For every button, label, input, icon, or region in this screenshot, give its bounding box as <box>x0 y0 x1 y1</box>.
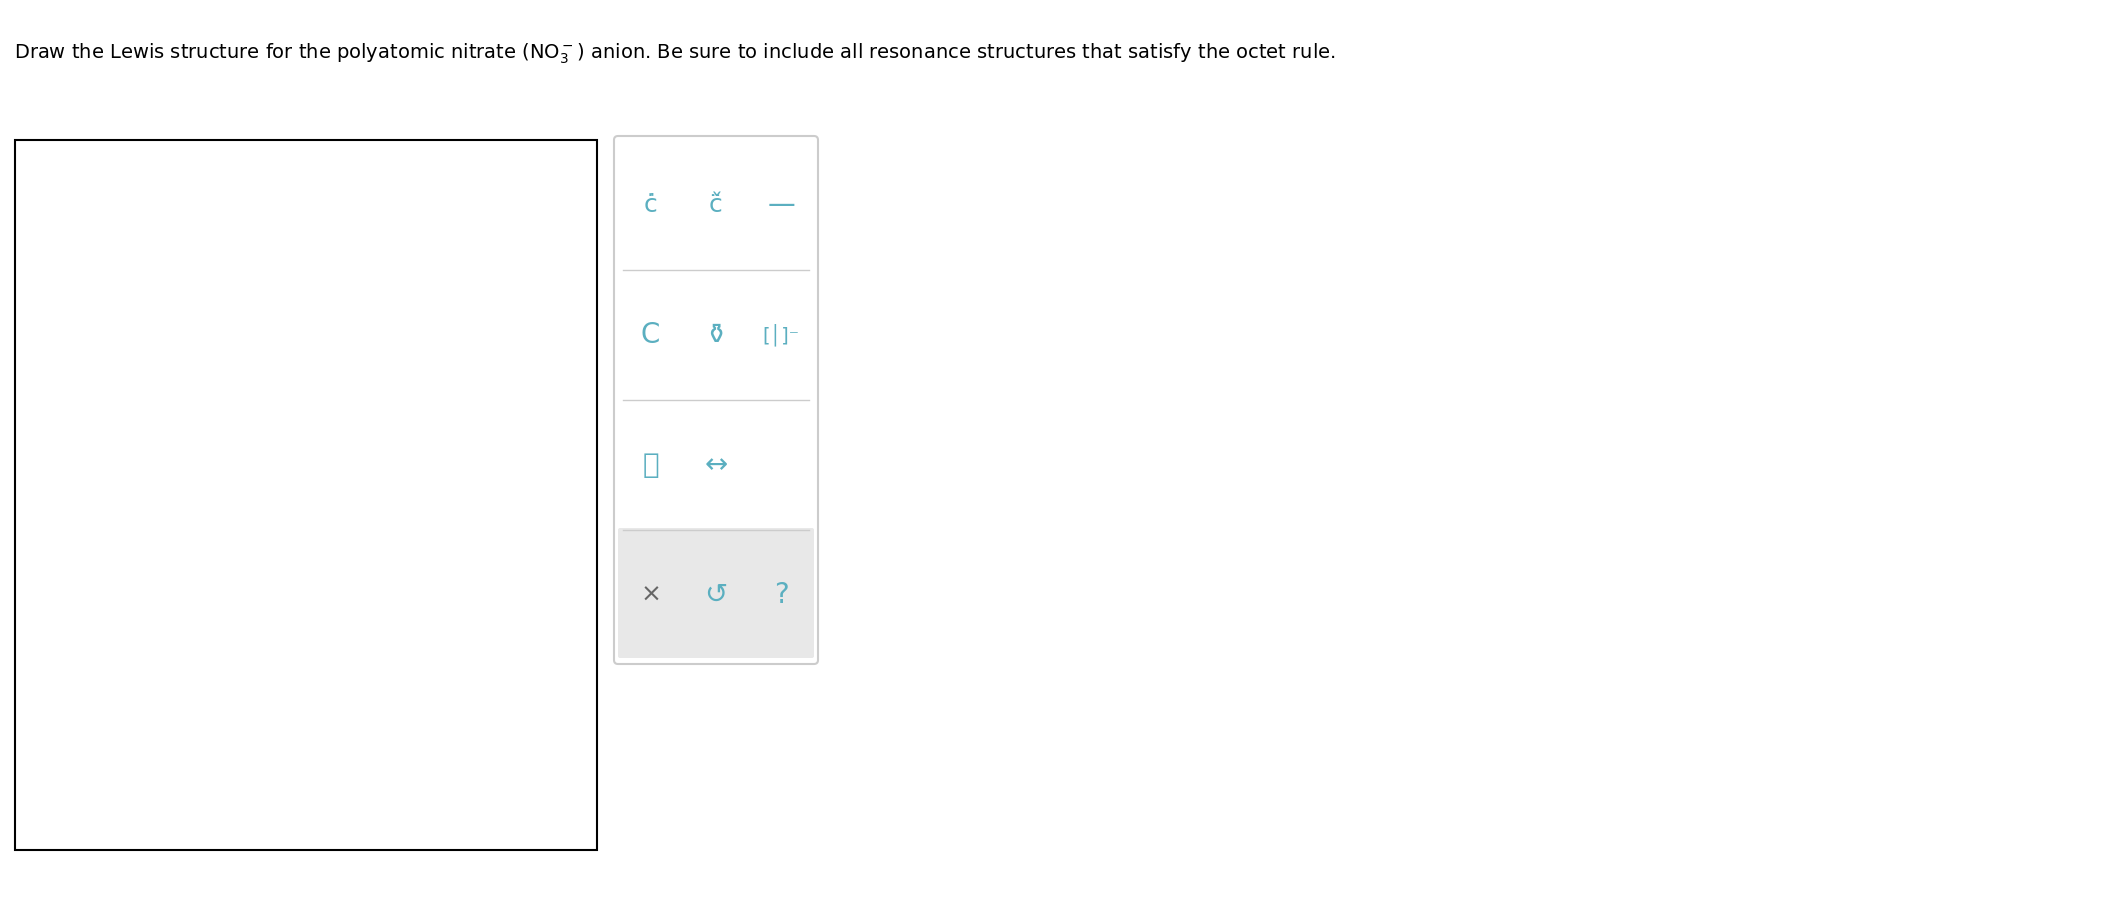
Text: ↔: ↔ <box>705 451 729 479</box>
FancyBboxPatch shape <box>615 136 817 664</box>
Text: ⚱: ⚱ <box>705 321 729 349</box>
Text: Draw the Lewis structure for the polyatomic nitrate $\left(\mathrm{NO_3^-}\right: Draw the Lewis structure for the polyato… <box>15 42 1335 66</box>
Text: C: C <box>640 321 661 349</box>
Text: ×: × <box>640 583 661 607</box>
FancyBboxPatch shape <box>619 528 813 658</box>
FancyBboxPatch shape <box>15 140 598 850</box>
Text: ⮡: ⮡ <box>642 451 659 479</box>
Text: ċ̇: ċ̇ <box>644 193 657 217</box>
Text: č̈: č̈ <box>710 193 722 217</box>
Text: [│]⁻: [│]⁻ <box>762 324 800 347</box>
Text: ↺: ↺ <box>705 581 729 609</box>
Text: ?: ? <box>773 581 788 609</box>
Text: —: — <box>767 191 796 219</box>
